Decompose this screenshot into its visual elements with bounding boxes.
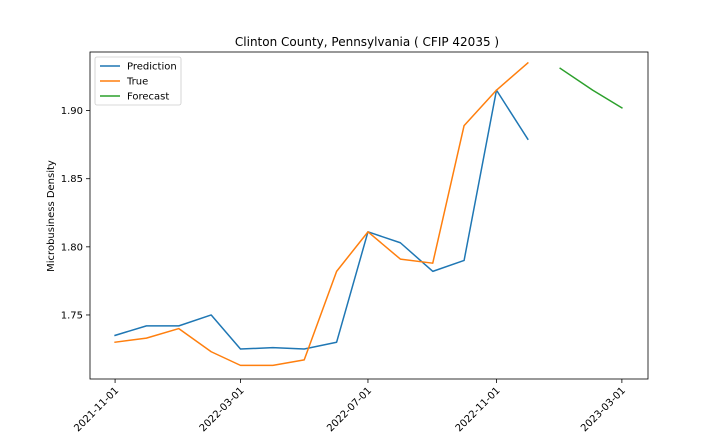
series-line-true xyxy=(114,61,529,367)
series-line-forecast xyxy=(559,67,623,109)
y-tick-label: 1.80 xyxy=(61,242,83,253)
series-layer xyxy=(114,61,623,367)
y-tick-label: 1.85 xyxy=(61,174,83,185)
legend: Prediction True Forecast xyxy=(94,56,182,106)
legend-label: True xyxy=(126,77,148,88)
legend-box xyxy=(94,56,182,106)
y-tick-label: 1.90 xyxy=(61,106,83,117)
plot-area xyxy=(89,51,649,380)
plot-frame xyxy=(89,51,649,380)
legend-label: Prediction xyxy=(127,62,177,73)
y-axis: 1.75 1.80 1.85 1.90 xyxy=(61,106,90,321)
chart-title: Clinton County, Pennsylvania ( CFIP 4203… xyxy=(235,35,499,49)
y-tick-label: 1.75 xyxy=(61,310,83,321)
series-line-prediction xyxy=(114,89,529,350)
legend-label: Forecast xyxy=(127,92,169,103)
y-axis-label: Microbusiness Density xyxy=(46,160,57,272)
